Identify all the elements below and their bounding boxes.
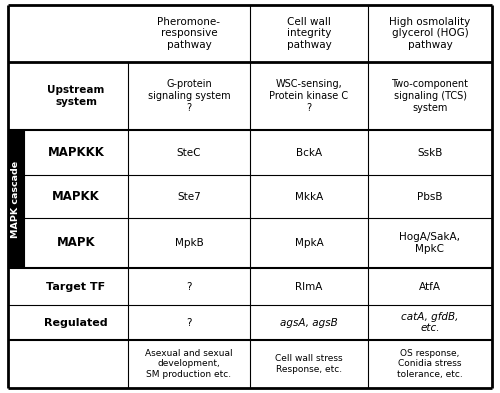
Text: HogA/SakA,
MpkC: HogA/SakA, MpkC xyxy=(400,232,460,254)
Text: ?: ? xyxy=(186,281,192,292)
Text: BckA: BckA xyxy=(296,147,322,158)
Text: Cell wall stress
Response, etc.: Cell wall stress Response, etc. xyxy=(275,354,343,374)
Text: AtfA: AtfA xyxy=(419,281,441,292)
Text: MpkB: MpkB xyxy=(174,238,204,248)
Text: Target TF: Target TF xyxy=(46,281,106,292)
Text: MpkA: MpkA xyxy=(294,238,324,248)
Text: Upstream
system: Upstream system xyxy=(48,85,104,107)
Text: Asexual and sexual
development,
SM production etc.: Asexual and sexual development, SM produ… xyxy=(145,349,233,379)
Text: PbsB: PbsB xyxy=(417,191,443,202)
Text: MAPK: MAPK xyxy=(56,237,96,250)
Text: MAPKKK: MAPKKK xyxy=(48,146,104,159)
Text: ?: ? xyxy=(186,318,192,327)
Text: MkkA: MkkA xyxy=(295,191,323,202)
Bar xyxy=(8,130,24,268)
Text: RlmA: RlmA xyxy=(296,281,322,292)
Text: G-protein
signaling system
?: G-protein signaling system ? xyxy=(148,79,230,113)
Text: agsA, agsB: agsA, agsB xyxy=(280,318,338,327)
Text: catA, gfdB,
etc.: catA, gfdB, etc. xyxy=(402,312,458,333)
Text: MAPK cascade: MAPK cascade xyxy=(12,160,20,237)
Text: Cell wall
integrity
pathway: Cell wall integrity pathway xyxy=(286,17,332,50)
Text: SskB: SskB xyxy=(418,147,442,158)
Text: OS response,
Conidia stress
tolerance, etc.: OS response, Conidia stress tolerance, e… xyxy=(397,349,463,379)
Text: Ste7: Ste7 xyxy=(177,191,201,202)
Text: Pheromone-
responsive
pathway: Pheromone- responsive pathway xyxy=(158,17,220,50)
Text: SteC: SteC xyxy=(177,147,201,158)
Text: Two-component
signaling (TCS)
system: Two-component signaling (TCS) system xyxy=(392,79,468,113)
Text: MAPKK: MAPKK xyxy=(52,190,100,203)
Text: High osmolality
glycerol (HOG)
pathway: High osmolality glycerol (HOG) pathway xyxy=(390,17,470,50)
Text: Regulated: Regulated xyxy=(44,318,108,327)
Text: WSC-sensing,
Protein kinase C
?: WSC-sensing, Protein kinase C ? xyxy=(270,79,348,113)
